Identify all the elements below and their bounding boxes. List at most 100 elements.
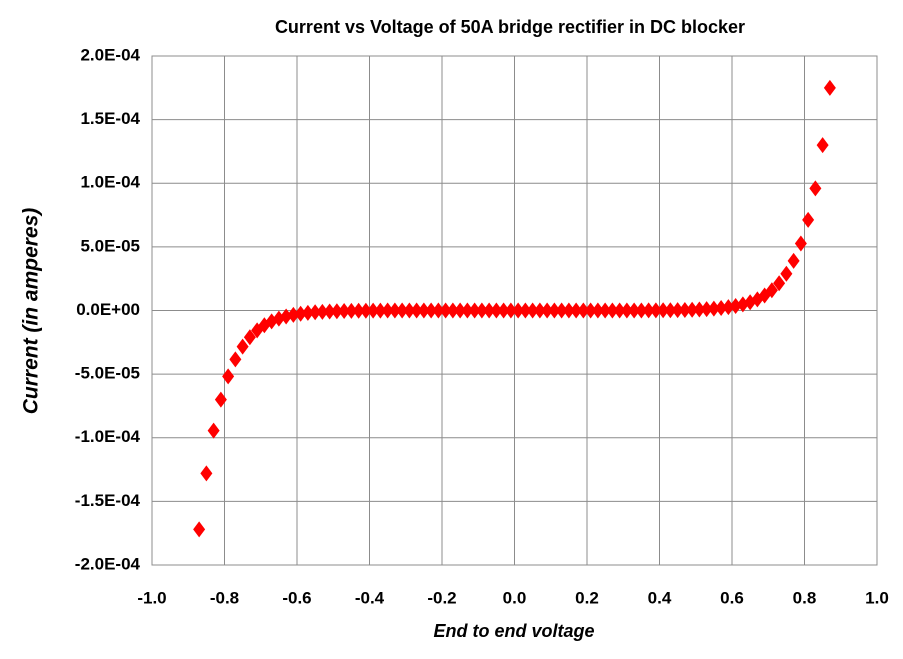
marker [323, 303, 336, 320]
marker [214, 391, 227, 408]
marker [671, 302, 684, 319]
marker [287, 306, 300, 323]
marker [454, 302, 467, 319]
marker [396, 302, 409, 319]
marker [229, 351, 242, 368]
marker [599, 302, 612, 319]
marker [294, 305, 307, 322]
marker [664, 302, 677, 319]
chart-title: Current vs Voltage of 50A bridge rectifi… [275, 17, 745, 37]
marker [483, 302, 496, 319]
marker [686, 301, 699, 318]
marker [403, 302, 416, 319]
marker [555, 302, 568, 319]
marker [374, 302, 387, 319]
marker [802, 211, 815, 228]
y-tick-label: 1.5E-04 [80, 109, 140, 128]
marker [715, 300, 728, 317]
x-tick-label: -1.0 [137, 588, 166, 607]
x-tick-label: 1.0 [865, 588, 889, 607]
marker [613, 302, 626, 319]
marker [207, 422, 220, 439]
marker [693, 301, 706, 318]
marker [352, 302, 365, 319]
marker [432, 302, 445, 319]
marker [475, 302, 488, 319]
marker [338, 303, 351, 320]
marker [780, 265, 793, 282]
marker [649, 302, 662, 319]
marker [446, 302, 459, 319]
marker [425, 302, 438, 319]
x-tick-label: -0.4 [355, 588, 385, 607]
y-axis-label: Current (in amperes) [20, 208, 43, 415]
marker [541, 302, 554, 319]
marker [243, 329, 256, 346]
marker [562, 302, 575, 319]
marker [787, 252, 800, 269]
marker [773, 275, 786, 292]
marker [584, 302, 597, 319]
marker [606, 302, 619, 319]
marker [236, 338, 249, 355]
marker [280, 308, 293, 325]
marker [526, 302, 539, 319]
marker [222, 368, 235, 385]
marker [816, 137, 829, 154]
x-tick-label: -0.6 [282, 588, 311, 607]
y-tick-label: -1.5E-04 [75, 491, 141, 510]
marker [794, 235, 807, 252]
y-tick-label: 1.0E-04 [80, 173, 140, 192]
marker [330, 303, 343, 320]
marker [657, 302, 670, 319]
marker [367, 302, 380, 319]
marker [497, 302, 510, 319]
marker [700, 301, 713, 318]
marker [533, 302, 546, 319]
marker [439, 302, 452, 319]
marker [635, 302, 648, 319]
marker [628, 302, 641, 319]
y-tick-label: 2.0E-04 [80, 45, 140, 64]
marker [504, 302, 517, 319]
marker [193, 521, 206, 538]
marker [417, 302, 430, 319]
marker [461, 302, 474, 319]
x-tick-label: 0.8 [793, 588, 817, 607]
plot-border [151, 55, 878, 566]
marker [301, 304, 314, 321]
y-tick-label: 0.0E+00 [76, 300, 140, 319]
marker [707, 300, 720, 317]
x-tick-label: 0.4 [648, 588, 672, 607]
marker [468, 302, 481, 319]
marker [591, 302, 604, 319]
x-tick-label: -0.2 [427, 588, 456, 607]
y-tick-label: -1.0E-04 [75, 427, 141, 446]
marker [359, 302, 372, 319]
marker [388, 302, 401, 319]
marker [577, 302, 590, 319]
y-tick-label: -2.0E-04 [75, 554, 141, 573]
y-tick-label: -5.0E-05 [75, 364, 140, 383]
marker [490, 302, 503, 319]
x-axis-label: End to end voltage [433, 621, 594, 641]
marker [316, 303, 329, 320]
marker [722, 299, 735, 316]
marker [823, 79, 836, 96]
y-tick-label: 5.0E-05 [80, 236, 140, 255]
marker [345, 302, 358, 319]
marker [765, 282, 778, 299]
x-tick-label: 0.0 [503, 588, 527, 607]
marker [570, 302, 583, 319]
marker [200, 465, 213, 482]
marker [729, 297, 742, 314]
marker [548, 302, 561, 319]
marker [381, 302, 394, 319]
marker [519, 302, 532, 319]
marker [410, 302, 423, 319]
marker [620, 302, 633, 319]
x-tick-label: 0.6 [720, 588, 744, 607]
marker [309, 304, 322, 321]
